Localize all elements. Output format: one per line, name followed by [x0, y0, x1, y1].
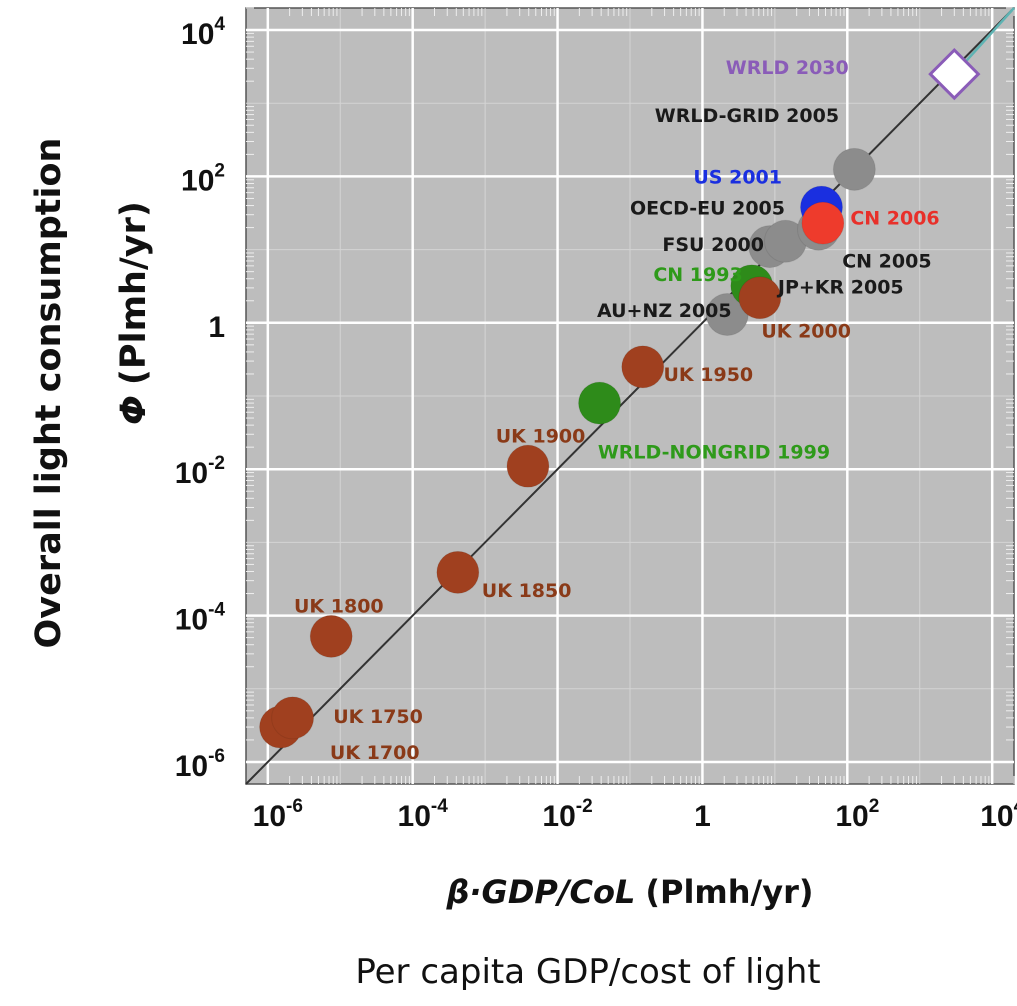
point-uk-1750: [271, 696, 315, 740]
trend-line: [245, 7, 1015, 785]
point-uk-2000: [738, 276, 782, 320]
x-tick-label-exponent: -2: [576, 796, 593, 817]
label-uk-2000: UK 2000: [761, 320, 851, 342]
y-tick-label-base: 10: [175, 457, 208, 490]
y-tick-label: 10-4: [175, 600, 226, 637]
y-axis-unit-label: Φ (Plmh/yr): [114, 201, 154, 425]
label-wrld-nongrid-1999: WRLD-NONGRID 1999: [598, 441, 830, 463]
x-tick-label: 10-6: [253, 796, 303, 833]
major-gridlines: [246, 8, 1014, 784]
point-uk-1850: [436, 550, 480, 594]
y-tick-label-base: 10: [175, 750, 208, 783]
y-tick-label: 104: [181, 14, 225, 51]
point-cn-2006: [801, 201, 845, 245]
data-points: [259, 47, 981, 749]
label-uk-1900: UK 1900: [496, 426, 586, 448]
x-tick-label-base: 10: [835, 800, 868, 833]
y-tick-label: 102: [181, 160, 225, 197]
label-us-2001: US 2001: [693, 167, 782, 189]
x-tick-label-base: 10: [980, 800, 1013, 833]
point-uk-1950: [621, 345, 665, 389]
label-jp-kr-2005: JP+KR 2005: [776, 277, 904, 299]
y-tick-label: 10-2: [175, 453, 225, 490]
x-tick-label-exponent: 4: [1014, 796, 1017, 817]
y-tick-label-exponent: 2: [214, 160, 225, 181]
label-uk-1800: UK 1800: [294, 596, 384, 618]
y-tick-label-exponent: -6: [208, 746, 225, 767]
label-oecd-eu-2005: OECD-EU 2005: [630, 198, 785, 220]
x-tick-label-exponent: 2: [869, 796, 880, 817]
label-uk-1750: UK 1750: [333, 706, 423, 728]
x-tick-label-base: 10: [398, 800, 431, 833]
label-cn-2005: CN 2005: [842, 250, 931, 272]
x-axis-subtitle: Per capita GDP/cost of light: [355, 952, 820, 992]
label-cn-1993: CN 1993: [653, 264, 742, 286]
label-uk-1850: UK 1850: [482, 580, 572, 602]
x-tick-label-base: 10: [253, 800, 286, 833]
y-tick-label-base: 10: [181, 18, 214, 51]
y-tick-label-exponent: -4: [208, 600, 225, 621]
x-tick-label-base: 1: [694, 800, 711, 833]
y-axis-title: Overall light consumption: [29, 138, 69, 649]
point-uk-1800: [309, 614, 353, 658]
x-tick-label: 10-2: [542, 796, 592, 833]
label-wrld-2030: WRLD 2030: [726, 57, 849, 79]
x-tick-label-exponent: -4: [431, 796, 448, 817]
point-uk-1900: [506, 444, 550, 488]
x-axis-unit: (Plmh/yr): [645, 873, 813, 911]
label-au-nz-2005: AU+NZ 2005: [597, 300, 732, 322]
x-tick-label: 10-4: [398, 796, 449, 833]
x-tick-label: 1: [694, 800, 711, 833]
x-tick-label-exponent: -6: [286, 796, 303, 817]
y-axis-symbol: Φ: [114, 395, 154, 425]
y-tick-label-exponent: 4: [214, 14, 225, 35]
x-axis-symbol: β·GDP/CoL: [445, 873, 635, 911]
x-axis-unit-label: β·GDP/CoL (Plmh/yr): [445, 873, 813, 911]
y-tick-label-base: 1: [208, 311, 225, 344]
label-uk-1950: UK 1950: [663, 364, 753, 386]
point-wrld-nongrid-1999: [578, 381, 622, 425]
label-wrld-grid-2005: WRLD-GRID 2005: [655, 105, 839, 127]
label-fsu-2000: FSU 2000: [662, 234, 764, 256]
x-tick-label: 102: [835, 796, 879, 833]
x-tick-label-base: 10: [542, 800, 575, 833]
y-tick-label: 10-6: [175, 746, 225, 783]
axis-minor-ticks: [246, 7, 1015, 784]
label-uk-1700: UK 1700: [330, 742, 420, 764]
x-tick-label: 104: [980, 796, 1017, 833]
y-tick-label-exponent: -2: [208, 453, 225, 474]
y-tick-label: 1: [208, 311, 225, 344]
point-wrld-grid-2005: [832, 147, 876, 191]
x-tick-labels: 10-610-410-21102104: [253, 796, 1017, 833]
point-wrld-2030: [928, 47, 981, 101]
y-tick-label-base: 10: [175, 604, 208, 637]
label-cn-2006: CN 2006: [850, 208, 939, 230]
y-axis-unit: (Plmh/yr): [114, 201, 154, 385]
point-labels: WRLD 2030 WRLD-GRID 2005 US 2001 OECD-EU 20…: [294, 57, 940, 764]
y-tick-label-base: 10: [181, 164, 214, 197]
